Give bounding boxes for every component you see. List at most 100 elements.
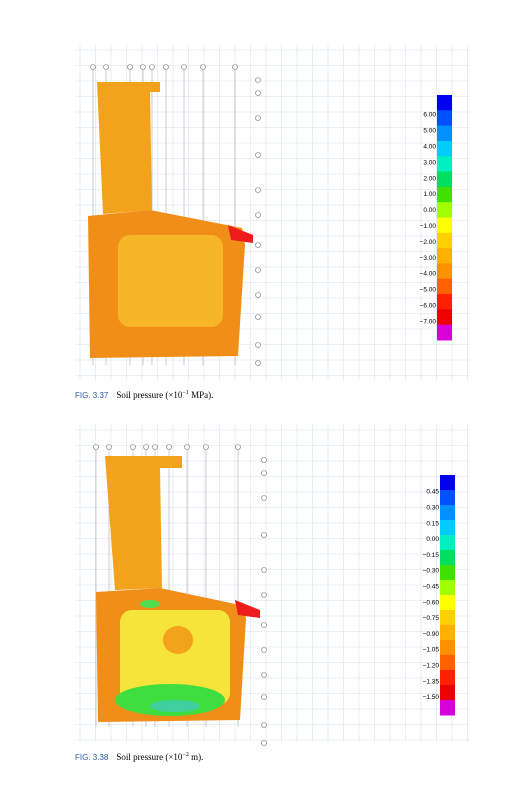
axis-bubble xyxy=(235,444,241,450)
legend-label: 0.45 xyxy=(426,489,439,496)
legend-label: −7.00 xyxy=(420,318,437,325)
caption-exponent: −1 xyxy=(182,390,189,396)
figure-plot: 6.00 5.00 4.00 3.00 2.00 1.00 0.00 −1.00 −2.00 −3… xyxy=(75,45,470,380)
legend-band xyxy=(440,550,455,566)
low-zone xyxy=(150,700,200,712)
axis-bubble xyxy=(184,444,190,450)
legend-label: 3.00 xyxy=(423,159,436,166)
legend-label: −6.00 xyxy=(420,303,437,310)
legend-band xyxy=(440,625,455,641)
legend-label: −2.00 xyxy=(420,239,437,246)
legend-label: −4.00 xyxy=(420,271,437,278)
axis-bubble xyxy=(255,360,261,366)
axis-bubble xyxy=(130,444,136,450)
axis-bubble xyxy=(261,622,267,628)
axis-bubble xyxy=(140,64,146,70)
legend-band xyxy=(437,186,452,203)
caption-unit: MPa). xyxy=(188,390,214,400)
legend-label: −0.30 xyxy=(423,568,440,575)
legend-label: −1.35 xyxy=(423,678,440,685)
legend-label: −1.05 xyxy=(423,647,440,654)
legend-band xyxy=(440,595,455,611)
legend-label: 6.00 xyxy=(423,112,436,119)
mid-zone xyxy=(163,626,193,654)
caption-label: FIG. 3.38 xyxy=(75,753,109,762)
axis-bubble xyxy=(255,187,261,193)
legend-band xyxy=(437,232,452,249)
legend-band xyxy=(440,505,455,521)
legend-label: 1.00 xyxy=(423,191,436,198)
axis-bubble xyxy=(261,495,267,501)
legend-band xyxy=(440,640,455,656)
axis-bubble xyxy=(255,342,261,348)
legend-band xyxy=(437,171,452,188)
axis-bubble xyxy=(255,292,261,298)
legend-band xyxy=(437,140,452,157)
legend-band xyxy=(440,580,455,596)
legend-label: −0.45 xyxy=(423,584,440,591)
inner-zone xyxy=(120,610,230,705)
legend-band xyxy=(437,278,452,295)
legend-band xyxy=(440,535,455,551)
axis-bubble xyxy=(261,672,267,678)
axis-bubble xyxy=(261,592,267,598)
figure-plot: 0.45 0.30 0.15 0.00 −0.15 −0.30 −0.45 −0.60 −0.7… xyxy=(75,425,470,746)
axis-bubble xyxy=(152,444,158,450)
axis-bubble xyxy=(127,64,133,70)
inner-zone xyxy=(118,235,223,327)
axis-bubble xyxy=(255,267,261,273)
legend-band xyxy=(440,670,455,686)
legend-label: −5.00 xyxy=(420,287,437,294)
legend-band xyxy=(440,700,455,716)
caption-unit: m). xyxy=(188,752,204,762)
legend-band xyxy=(440,655,455,671)
edge-peak xyxy=(228,225,253,243)
axis-bubble xyxy=(93,444,99,450)
axis-bubble xyxy=(106,444,112,450)
axis-bubble xyxy=(103,64,109,70)
caption-label: FIG. 3.37 xyxy=(75,391,109,400)
legend-band xyxy=(437,309,452,326)
axis-bubble xyxy=(255,212,261,218)
axis-bubble xyxy=(181,64,187,70)
caption-exponent: −2 xyxy=(182,752,189,758)
legend-label: −0.90 xyxy=(423,631,440,638)
edge-peak xyxy=(235,600,260,618)
legend-label: 0.00 xyxy=(426,536,439,543)
caption-text: Soil pressure (×10 xyxy=(116,752,183,762)
legend-band xyxy=(437,263,452,280)
axis-bubble xyxy=(261,457,267,463)
axis-bubble xyxy=(232,64,238,70)
axis-bubble xyxy=(163,64,169,70)
legend-band xyxy=(440,520,455,536)
legend-label: 2.00 xyxy=(423,175,436,182)
legend-band xyxy=(440,490,455,506)
legend-band xyxy=(440,475,455,491)
legend-label: −0.75 xyxy=(423,615,440,622)
legend-band xyxy=(437,202,452,218)
axis-bubble xyxy=(255,152,261,158)
legend-label: −1.50 xyxy=(423,694,440,701)
legend-band xyxy=(440,685,455,701)
axis-bubble xyxy=(261,470,267,476)
axis-bubble xyxy=(261,740,267,746)
axis-bubble xyxy=(166,444,172,450)
axis-bubble xyxy=(261,567,267,573)
legend-band xyxy=(437,248,452,264)
low-zone xyxy=(140,600,160,608)
legend-label: −3.00 xyxy=(420,255,437,262)
axis-bubble xyxy=(200,64,206,70)
axis-bubble xyxy=(261,647,267,653)
legend-label: 4.00 xyxy=(423,144,436,151)
legend-label: −1.20 xyxy=(423,663,440,670)
legend-band xyxy=(437,324,452,341)
axis-bubble xyxy=(90,64,96,70)
axis-bubble xyxy=(255,77,261,83)
legend-label: 0.15 xyxy=(426,520,439,527)
axis-bubble xyxy=(261,694,267,700)
legend-band xyxy=(440,610,455,626)
caption: FIG. 3.37 Soil pressure (×10−1 MPa). xyxy=(75,390,213,400)
legend-band xyxy=(437,95,452,111)
legend-label: 5.00 xyxy=(423,128,436,135)
